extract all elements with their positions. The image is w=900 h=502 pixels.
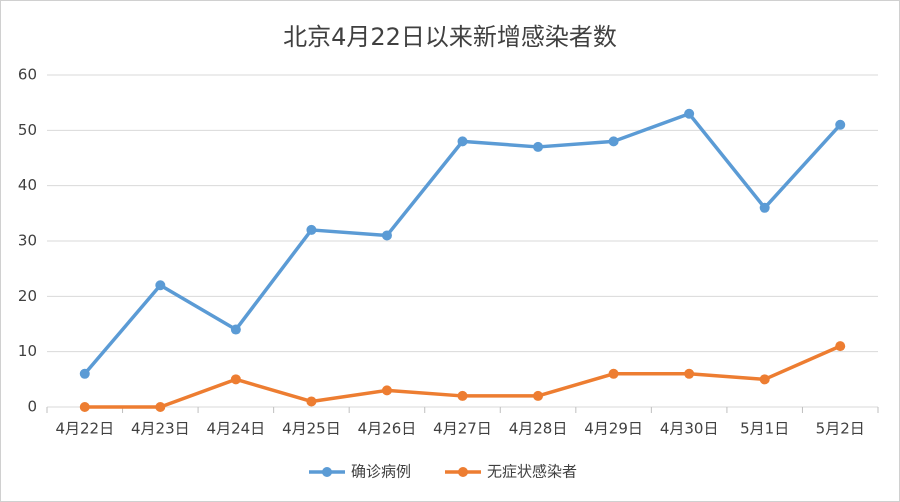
- y-tick-label: 0: [27, 398, 37, 416]
- data-point: [79, 402, 90, 412]
- chart-title: 北京4月22日以来新增感染者数: [283, 23, 617, 51]
- data-point: [381, 385, 392, 396]
- x-tick-label: 4月27日: [433, 420, 492, 438]
- data-point: [684, 108, 695, 119]
- x-tick-label: 4月26日: [358, 420, 417, 438]
- x-tick-label: 4月24日: [207, 420, 266, 438]
- data-point: [306, 396, 317, 407]
- legend-marker: [322, 467, 332, 477]
- y-tick-label: 60: [18, 66, 37, 84]
- data-point: [835, 119, 846, 130]
- x-tick-label: 4月30日: [660, 420, 719, 438]
- y-tick-label: 30: [18, 232, 37, 250]
- data-point: [306, 224, 317, 235]
- x-tick-label: 5月2日: [816, 420, 865, 438]
- data-point: [457, 390, 468, 401]
- data-point: [759, 374, 770, 385]
- data-point: [533, 141, 544, 152]
- y-tick-label: 10: [18, 342, 37, 360]
- x-tick-label: 4月23日: [131, 420, 190, 438]
- legend-label: 无症状感染者: [487, 463, 577, 481]
- data-point: [533, 390, 544, 401]
- data-point: [79, 368, 90, 379]
- data-point: [608, 368, 619, 379]
- data-point: [457, 136, 468, 147]
- data-point: [835, 341, 846, 352]
- x-tick-label: 4月29日: [584, 420, 643, 438]
- data-point: [684, 368, 695, 379]
- legend-marker: [458, 467, 468, 477]
- data-point: [155, 280, 166, 291]
- data-point: [381, 230, 392, 241]
- legend-label: 确诊病例: [351, 463, 411, 481]
- data-point: [155, 402, 166, 412]
- data-point: [608, 136, 619, 147]
- y-tick-label: 20: [18, 287, 37, 305]
- y-tick-label: 50: [18, 121, 37, 139]
- data-point: [230, 324, 241, 335]
- x-tick-label: 4月25日: [282, 420, 341, 438]
- x-tick-label: 5月1日: [740, 420, 789, 438]
- data-point: [230, 374, 241, 385]
- x-tick-label: 4月22日: [55, 420, 114, 438]
- x-tick-label: 4月28日: [509, 420, 568, 438]
- data-point: [759, 202, 770, 213]
- y-tick-label: 40: [18, 176, 37, 194]
